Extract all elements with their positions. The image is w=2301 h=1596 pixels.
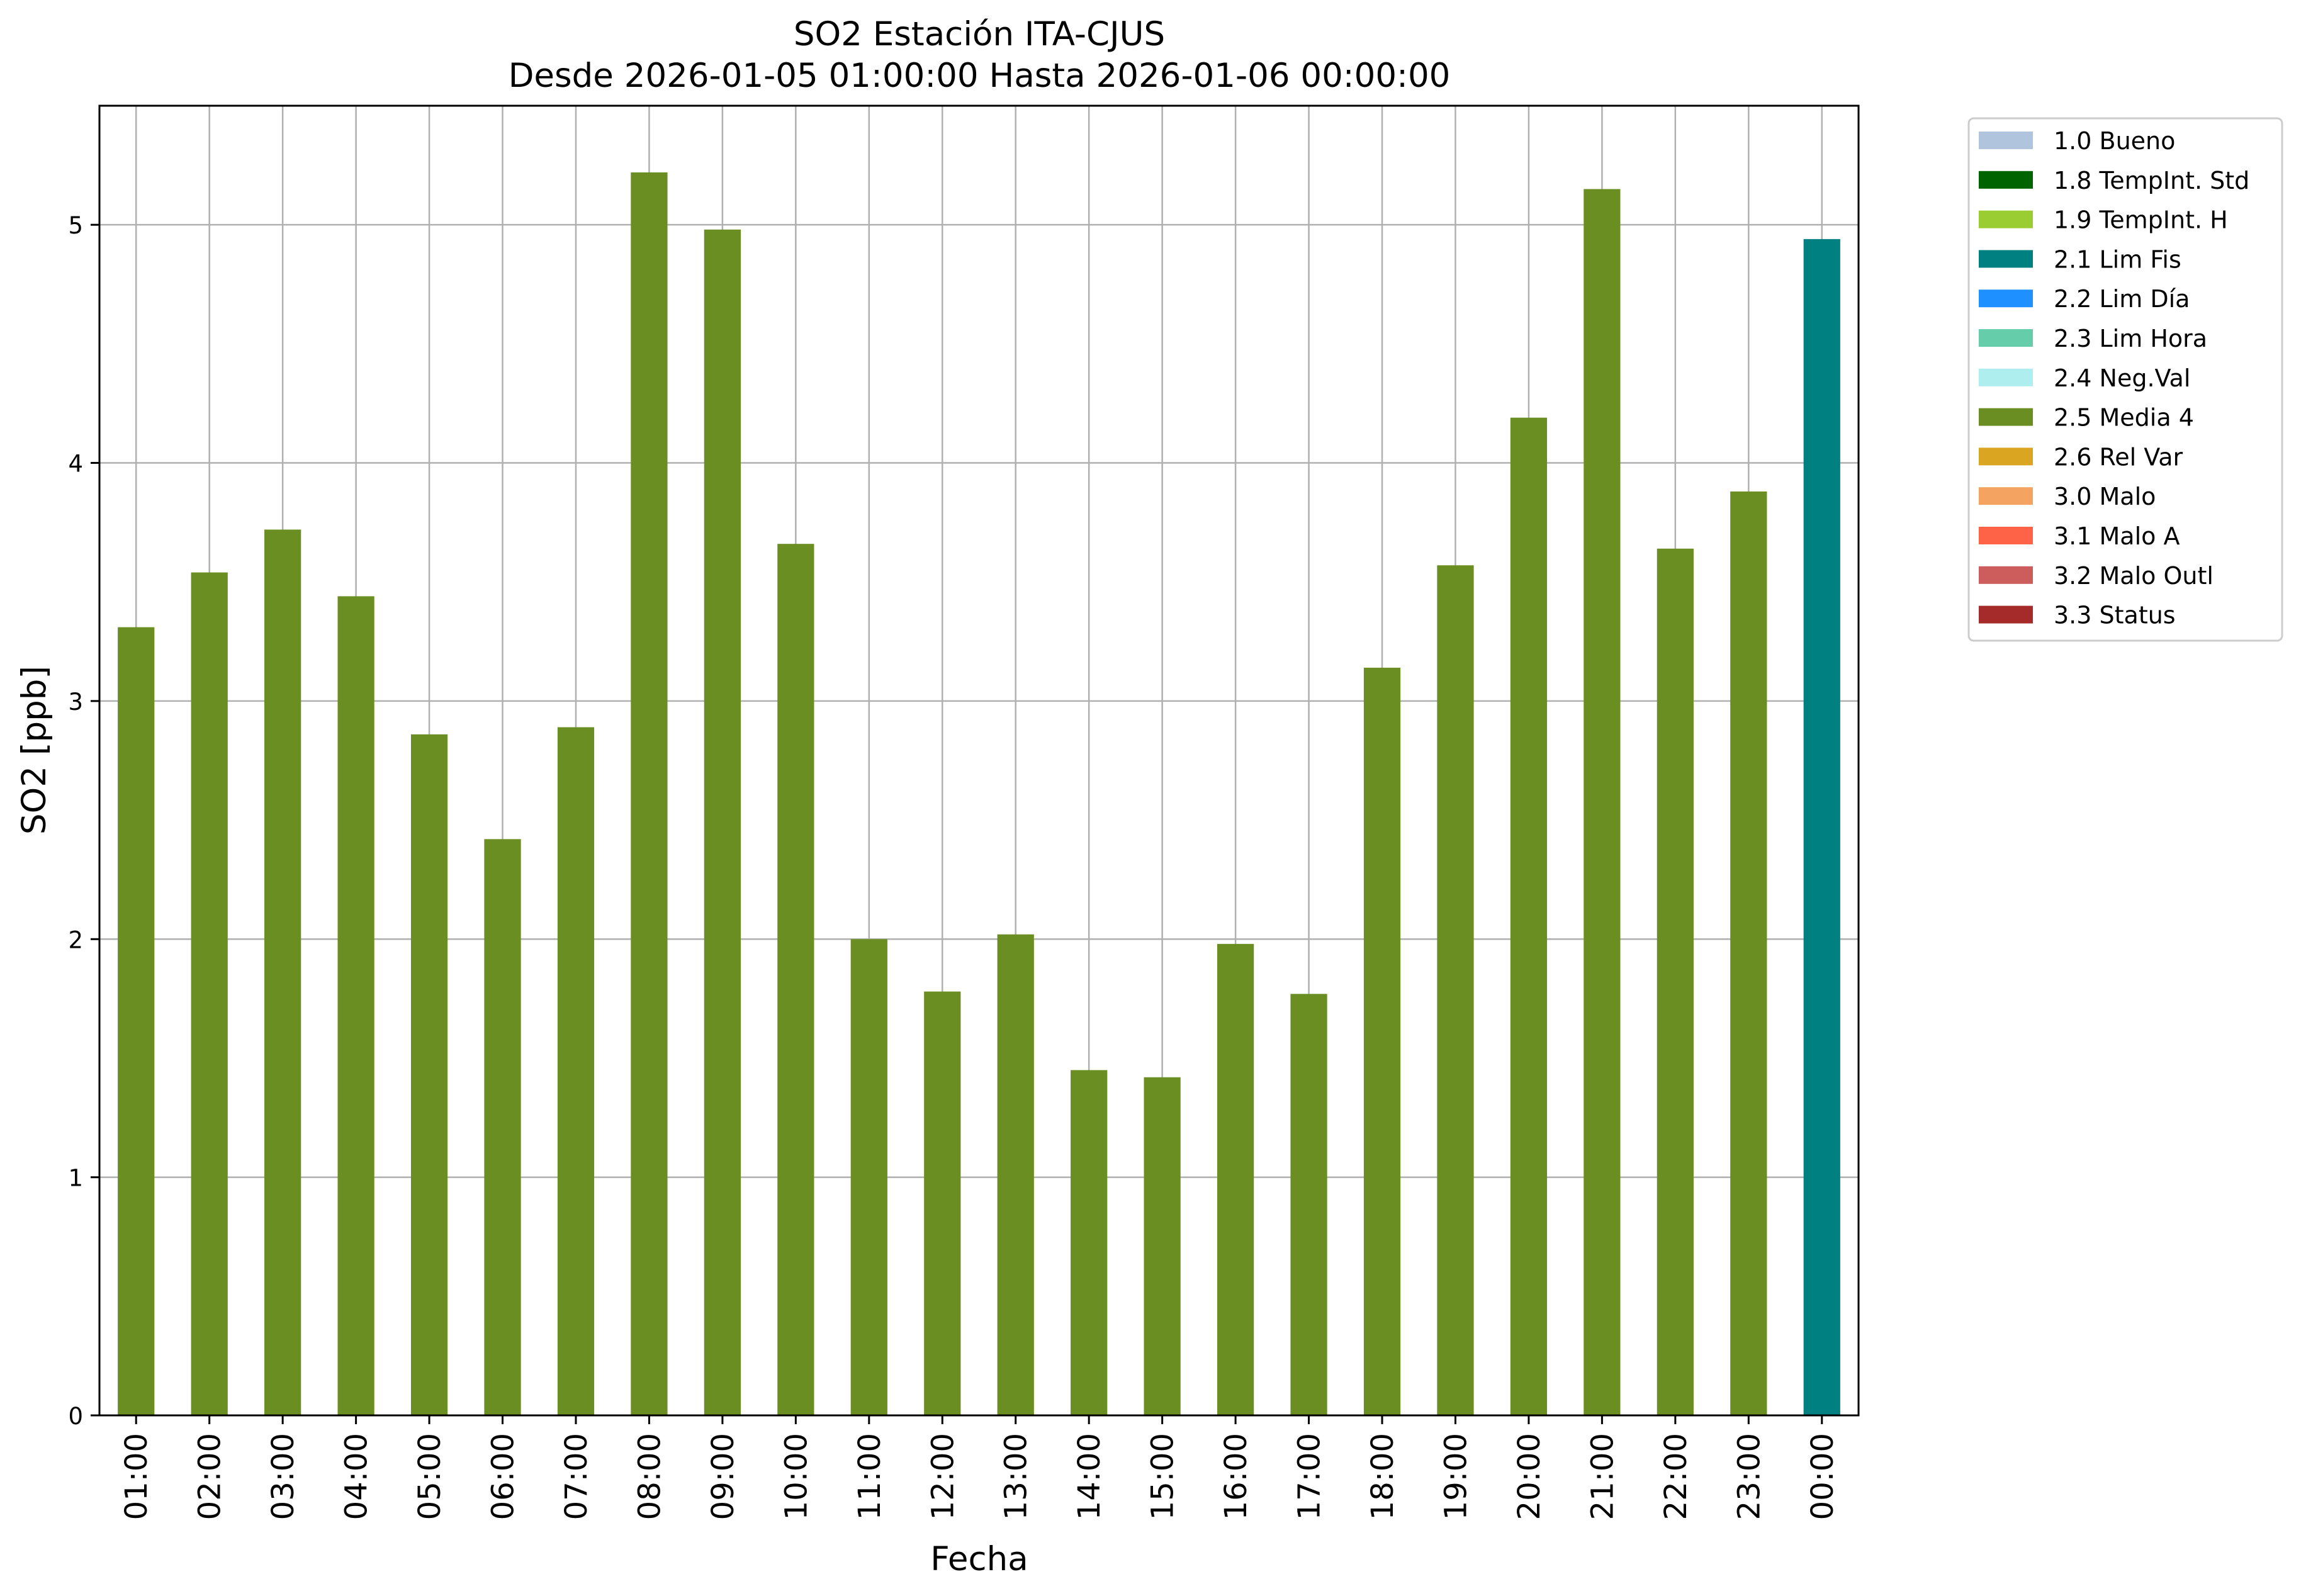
x-tick-label: 16:00 — [1218, 1433, 1254, 1520]
bar-0700 — [557, 727, 595, 1415]
x-tick-label: 09:00 — [706, 1433, 741, 1520]
legend-item-label: 3.0 Malo — [2054, 483, 2156, 510]
y-tick-label: 2 — [68, 926, 83, 953]
legend-swatch — [1979, 605, 2033, 624]
x-axis-ticks: 01:00 02:00 03:00 04:00 05:00 06:00 07:00 08:00… — [119, 1415, 1840, 1520]
plot-frame — [98, 104, 1860, 1417]
x-tick-label: 06:00 — [486, 1433, 521, 1520]
x-tick-label: 00:00 — [1805, 1433, 1840, 1520]
legend-box — [1967, 117, 2283, 642]
bar-0200 — [191, 572, 228, 1415]
x-tick-label: 21:00 — [1585, 1433, 1620, 1520]
x-tick-label: 02:00 — [193, 1433, 228, 1520]
legend-swatch — [1979, 527, 2033, 544]
y-tick-label: 1 — [68, 1165, 83, 1192]
x-tick-label: 14:00 — [1072, 1433, 1107, 1520]
x-tick-label: 20:00 — [1512, 1433, 1547, 1520]
x-tick-label: 12:00 — [925, 1433, 960, 1520]
bar-1000 — [777, 544, 814, 1415]
legend-item-label: 2.2 Lim Día — [2054, 285, 2190, 313]
legend-swatch — [1979, 289, 2033, 308]
y-tick-label: 3 — [68, 688, 83, 716]
legend-swatch — [1979, 487, 2033, 505]
bar-0400 — [337, 596, 374, 1415]
legend-item-label: 1.9 TempInt. H — [2054, 206, 2228, 234]
bar-1500 — [1144, 1077, 1181, 1415]
bar-2300 — [1730, 491, 1767, 1415]
legend-item-label: 2.5 Media 4 — [2054, 404, 2194, 432]
bar-0500 — [410, 734, 448, 1415]
bar-1700 — [1290, 994, 1327, 1415]
bar-2200 — [1657, 548, 1694, 1415]
x-tick-label: 08:00 — [632, 1433, 667, 1520]
y-axis-ticks: 0 1 2 3 4 5 — [68, 212, 99, 1430]
bar-1900 — [1437, 565, 1474, 1415]
x-tick-label: 22:00 — [1658, 1433, 1694, 1520]
legend-item-label: 1.8 TempInt. Std — [2054, 167, 2249, 194]
legend-swatch — [1979, 210, 2033, 228]
y-tick-label: 0 — [68, 1403, 83, 1430]
legend-swatch — [1979, 132, 2033, 149]
legend-swatch — [1979, 368, 2033, 386]
x-tick-label: 13:00 — [999, 1433, 1034, 1520]
bar-0100 — [118, 627, 155, 1415]
legend-item-label: 2.1 Lim Fis — [2054, 245, 2181, 273]
bar-1100 — [850, 939, 887, 1415]
y-tick-label: 4 — [68, 451, 83, 478]
x-axis-label: Fecha — [930, 1540, 1028, 1578]
bar-0800 — [631, 172, 668, 1416]
bar-1600 — [1217, 943, 1254, 1415]
x-tick-label: 19:00 — [1438, 1433, 1473, 1520]
legend-swatch — [1979, 329, 2033, 347]
y-tick-label: 5 — [68, 212, 83, 239]
x-tick-label: 18:00 — [1365, 1433, 1400, 1520]
x-tick-label: 15:00 — [1145, 1433, 1181, 1520]
legend-item-label: 2.3 Lim Hora — [2054, 325, 2207, 352]
bar-0600 — [484, 839, 521, 1415]
legend-swatch — [1979, 566, 2033, 584]
bar-1200 — [924, 991, 961, 1415]
x-tick-label: 03:00 — [266, 1433, 301, 1520]
bar-1400 — [1071, 1070, 1108, 1415]
x-tick-label: 10:00 — [779, 1433, 814, 1520]
x-tick-label: 17:00 — [1292, 1433, 1327, 1520]
bar-0300 — [264, 529, 301, 1415]
legend-swatch — [1979, 171, 2033, 189]
x-tick-label: 11:00 — [852, 1433, 887, 1520]
bar-2000 — [1510, 417, 1548, 1415]
chart-title: SO2 Estación ITA-CJUS — [794, 15, 1165, 53]
x-tick-label: 07:00 — [559, 1433, 594, 1520]
bar-1800 — [1363, 667, 1401, 1415]
legend: 1.0 Bueno 1.8 TempInt. Std 1.9 TempInt. H 2… — [1967, 117, 2283, 642]
x-tick-label: 04:00 — [339, 1433, 374, 1520]
legend-item-label: 2.4 Neg.Val — [2054, 364, 2190, 392]
legend-swatch — [1979, 408, 2033, 426]
bar-2100 — [1584, 189, 1621, 1416]
legend-item-label: 3.3 Status — [2054, 602, 2176, 629]
bars — [118, 172, 1840, 1416]
chart-subtitle: Desde 2026-01-05 01:00:00 Hasta 2026-01-… — [509, 57, 1451, 95]
bar-1300 — [997, 934, 1034, 1415]
x-tick-label: 23:00 — [1731, 1433, 1767, 1520]
y-axis-label: SO2 [ppb] — [15, 666, 53, 835]
legend-item-label: 3.1 Malo A — [2054, 522, 2180, 550]
legend-item-label: 3.2 Malo Outl — [2054, 562, 2214, 590]
legend-swatch — [1979, 250, 2033, 268]
bar-0000 — [1803, 239, 1840, 1415]
legend-item-label: 2.6 Rel Var — [2054, 443, 2183, 471]
x-tick-label: 05:00 — [412, 1433, 447, 1520]
bar-0900 — [704, 229, 741, 1416]
legend-swatch — [1979, 447, 2033, 466]
legend-item-label: 1.0 Bueno — [2054, 127, 2175, 155]
x-tick-label: 01:00 — [119, 1433, 154, 1520]
